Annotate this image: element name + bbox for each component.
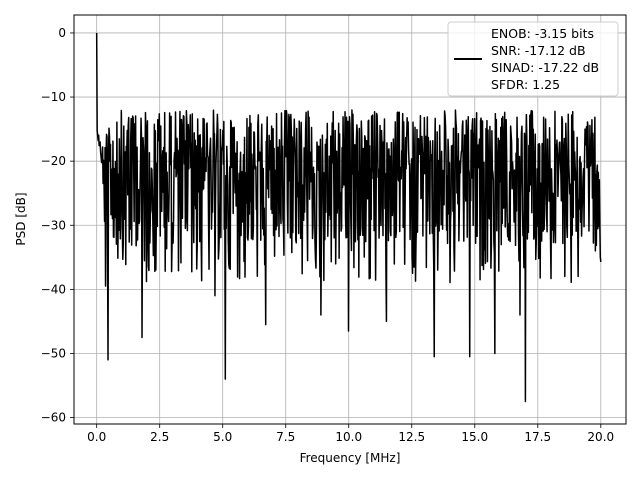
x-tick-label: 17.5	[524, 430, 551, 444]
x-tick-label: 7.5	[276, 430, 295, 444]
y-tick-label: −60	[41, 411, 66, 425]
legend: ENOB: -3.15 bits SNR: -17.12 dB SINAD: -…	[447, 21, 619, 97]
y-tick-label: −10	[41, 90, 66, 104]
plot-frame	[73, 14, 627, 425]
x-axis-label: Frequency [MHz]	[300, 451, 401, 465]
x-tick-label: 20.0	[587, 430, 614, 444]
y-tick-label: −40	[41, 282, 66, 296]
x-tick-label: 15.0	[461, 430, 488, 444]
x-tick-label: 10.0	[335, 430, 362, 444]
x-tick-label: 0.0	[87, 430, 106, 444]
psd-series	[95, 32, 602, 403]
x-tick-label: 12.5	[398, 430, 425, 444]
x-tick-label: 2.5	[150, 430, 169, 444]
psd-line	[95, 32, 602, 403]
legend-enob: ENOB: -3.15 bits	[491, 26, 594, 41]
legend-box	[447, 21, 619, 97]
y-tick-label: 0	[58, 26, 66, 40]
legend-snr: SNR: -17.12 dB	[491, 43, 586, 58]
y-axis-label: PSD [dB]	[14, 192, 28, 245]
y-tick-label: −20	[41, 154, 66, 168]
y-tick-label: −30	[41, 218, 66, 232]
legend-sinad: SINAD: -17.22 dB	[491, 60, 599, 75]
legend-sfdr: SFDR: 1.25	[491, 77, 560, 92]
x-tick-label: 5.0	[213, 430, 232, 444]
tick-layer: 0.0 2.5 5.0 7.5 10.0 12.5 15.0 17.5 20.0 0 −10 −20 −…	[41, 26, 614, 444]
y-tick-label: −50	[41, 346, 66, 360]
